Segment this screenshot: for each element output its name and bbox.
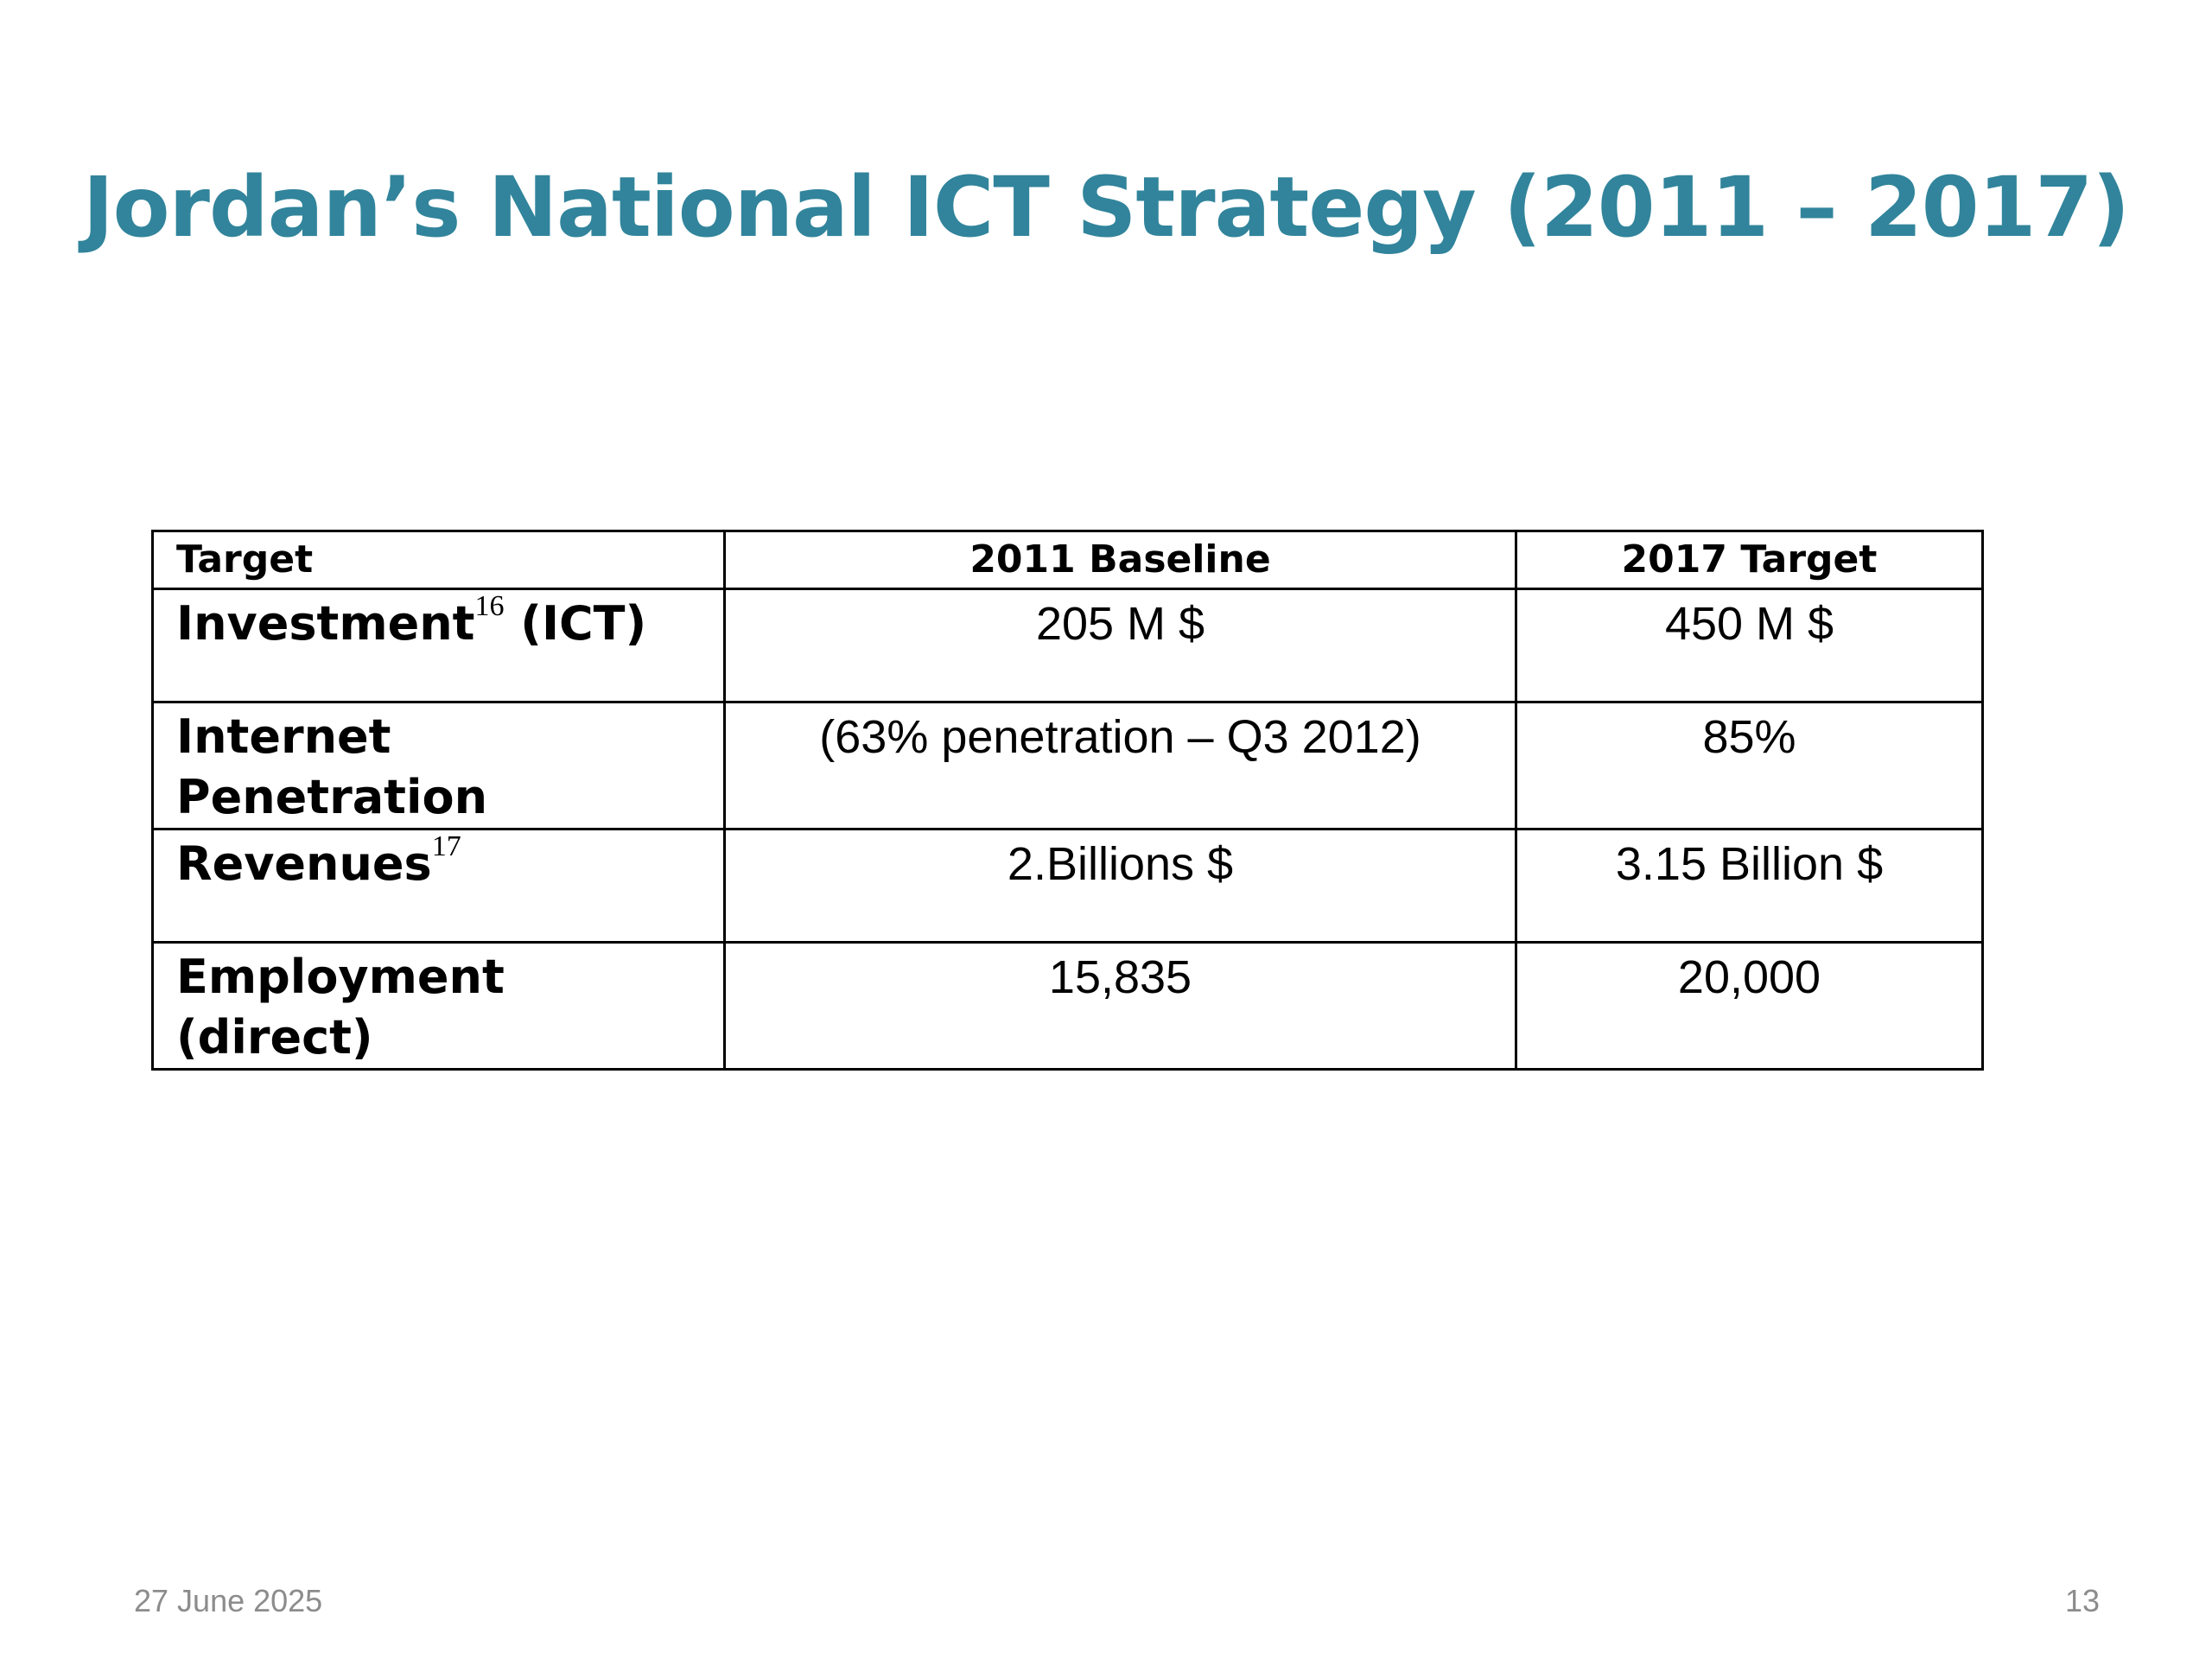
target-revenues: 3.15 Billion $ bbox=[1515, 828, 1984, 944]
footer-date: 27 June 2025 bbox=[134, 1583, 323, 1618]
row-label-investment: Investment16 (ICT) bbox=[151, 588, 726, 703]
baseline-internet-penetration: (63% penetration – Q3 2012) bbox=[723, 701, 1517, 830]
target-investment: 450 M $ bbox=[1515, 588, 1984, 703]
baseline-investment: 205 M $ bbox=[723, 588, 1517, 703]
table-row-employment: Employment (direct) 15,835 20,000 bbox=[151, 941, 1984, 1071]
baseline-employment: 15,835 bbox=[723, 941, 1517, 1071]
header-2017-target: 2017 Target bbox=[1515, 530, 1984, 590]
header-target: Target bbox=[151, 530, 726, 590]
row-label-text: Employment (direct) bbox=[176, 950, 505, 1065]
row-label-suffix: (ICT) bbox=[504, 596, 647, 651]
strategy-table: Target 2011 Baseline 2017 Target Investm… bbox=[151, 530, 1984, 1071]
target-employment: 20,000 bbox=[1515, 941, 1984, 1071]
row-label-text: Internet Penetration bbox=[176, 709, 488, 824]
row-label-employment: Employment (direct) bbox=[151, 941, 726, 1071]
page-number: 13 bbox=[2064, 1583, 2100, 1618]
footnote-marker: 17 bbox=[431, 830, 461, 862]
row-label-internet-penetration: Internet Penetration bbox=[151, 701, 726, 830]
row-label-text: Revenues bbox=[176, 836, 432, 891]
table-row-revenues: Revenues17 2.Billions $ 3.15 Billion $ bbox=[151, 828, 1984, 944]
table-row-investment: Investment16 (ICT) 205 M $ 450 M $ bbox=[151, 588, 1984, 703]
target-internet-penetration: 85% bbox=[1515, 701, 1984, 830]
strategy-table-container: Target 2011 Baseline 2017 Target Investm… bbox=[151, 530, 1984, 1071]
table-row-internet-penetration: Internet Penetration (63% penetration – … bbox=[151, 701, 1984, 830]
table-header-row: Target 2011 Baseline 2017 Target bbox=[151, 530, 1984, 590]
slide-title: Jordan’s National ICT Strategy (2011 – 2… bbox=[82, 159, 2130, 256]
row-label-text: Investment bbox=[176, 596, 475, 651]
header-2011-baseline: 2011 Baseline bbox=[723, 530, 1517, 590]
baseline-revenues: 2.Billions $ bbox=[723, 828, 1517, 944]
footnote-marker: 16 bbox=[474, 590, 505, 622]
row-label-revenues: Revenues17 bbox=[151, 828, 726, 944]
